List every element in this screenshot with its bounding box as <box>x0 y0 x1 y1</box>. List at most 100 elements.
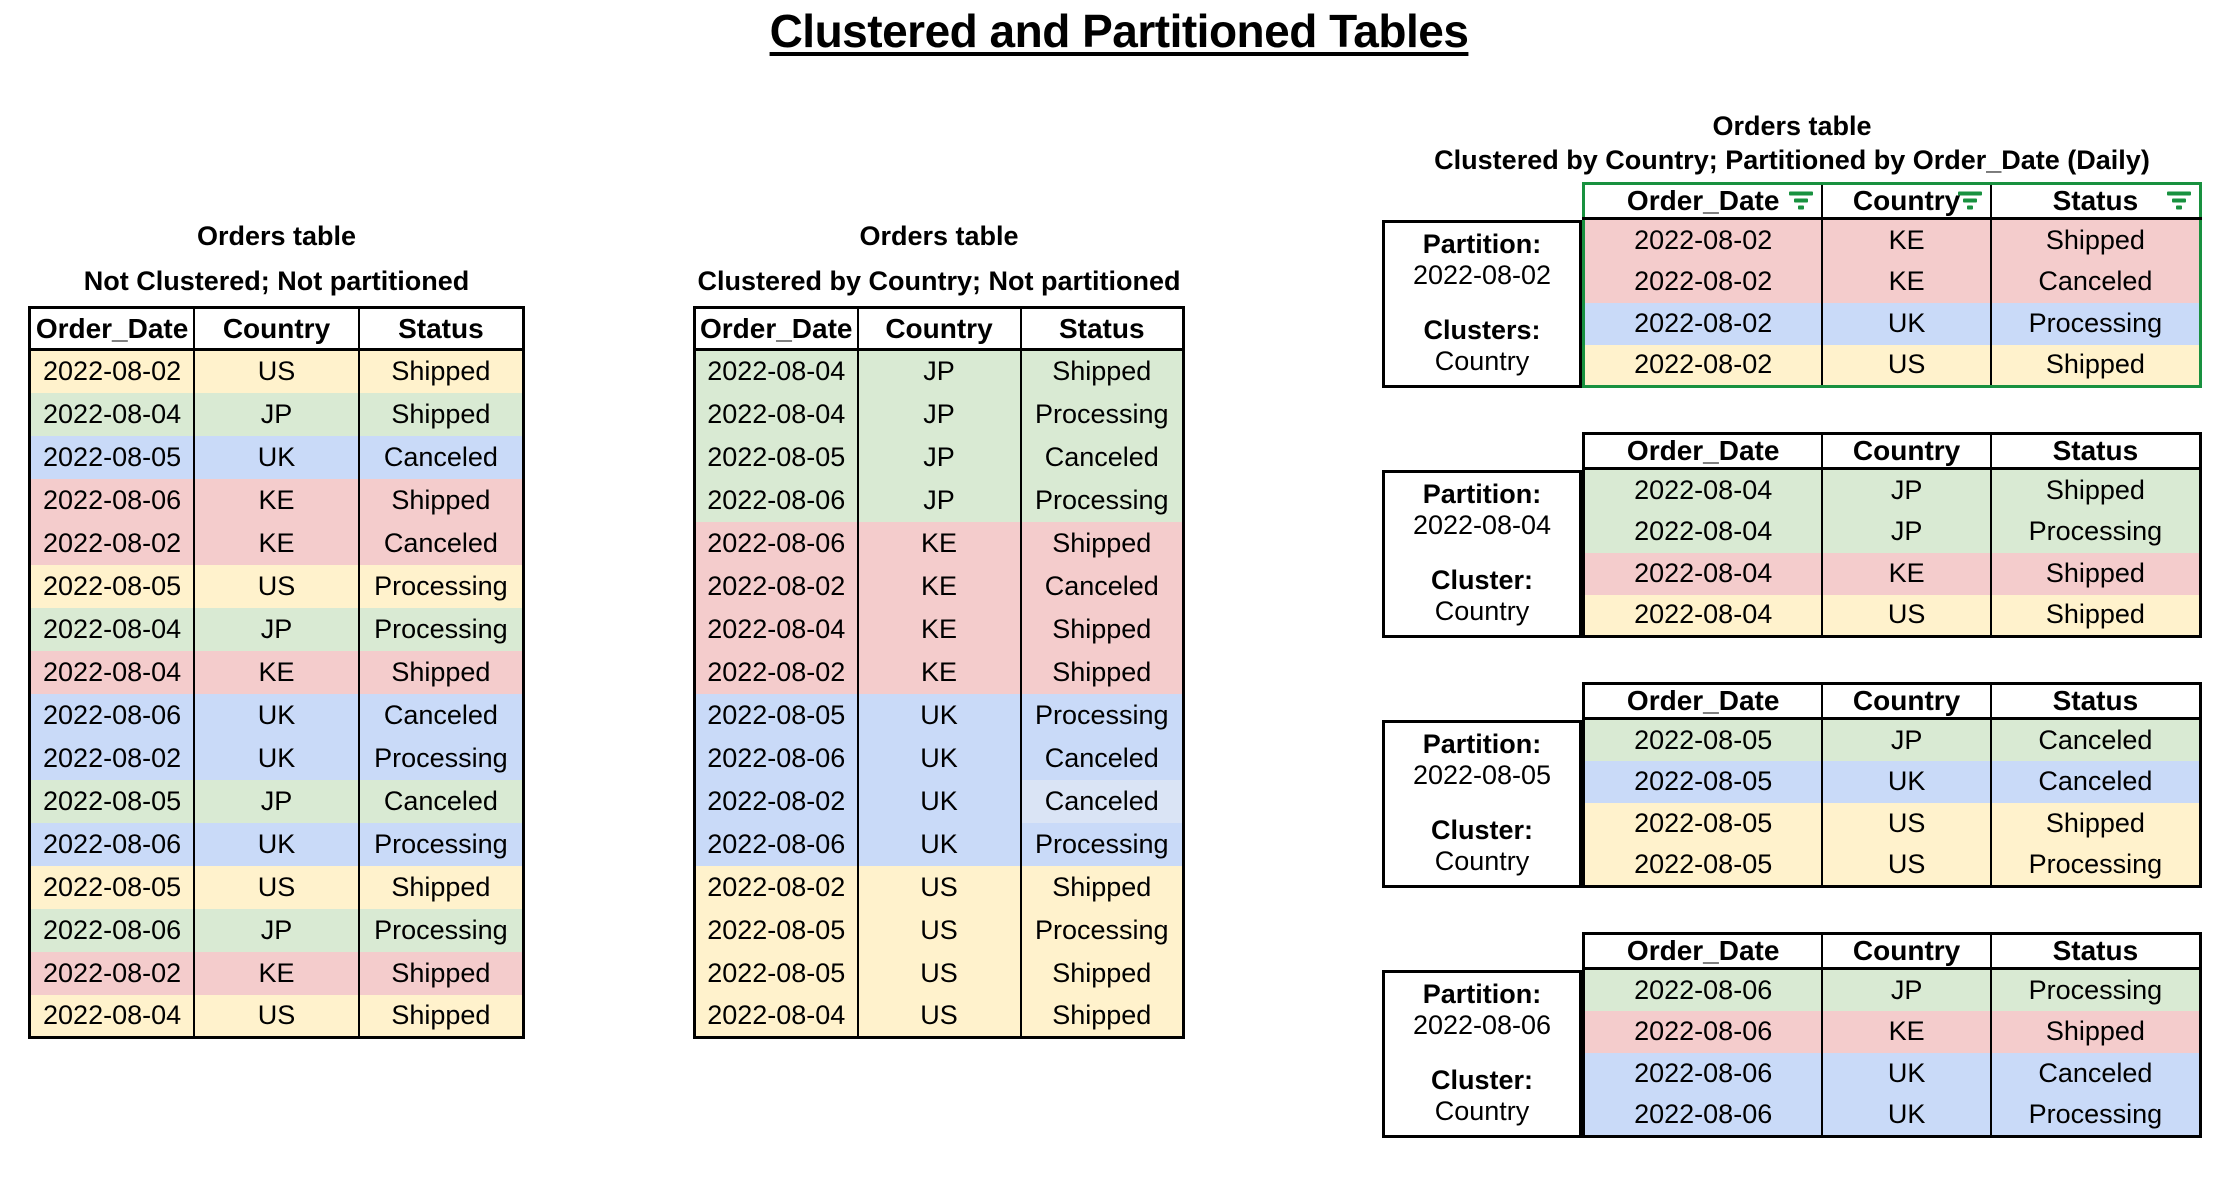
partition-value: 2022-08-04 <box>1412 510 1552 540</box>
status-cell: Shipped <box>1989 802 2202 845</box>
table-row: 2022-08-05 US Processing <box>693 908 1185 952</box>
order-date-cell: 2022-08-05 <box>1582 718 1824 761</box>
status-cell: Shipped <box>357 349 525 393</box>
country-cell: KE <box>856 607 1022 651</box>
partition-info-box: Partition: 2022-08-05 Cluster: Country <box>1382 720 1582 888</box>
status-cell: Shipped <box>357 478 525 522</box>
column-header-label: Country <box>1852 185 1961 216</box>
country-cell: JP <box>193 607 360 651</box>
orders-table-clustered: Order_Date Country Status 2022-08-04 JP Ship… <box>693 306 1185 1039</box>
status-cell: Processing <box>357 564 525 608</box>
table-row: 2022-08-02 US Shipped <box>28 349 525 393</box>
country-cell: UK <box>1821 760 1992 803</box>
column-header-order-date: Order_Date <box>1582 933 1824 970</box>
order-date-cell: 2022-08-06 <box>28 908 196 952</box>
status-cell: Canceled <box>1019 779 1185 823</box>
table-row: 2022-08-05 US Processing <box>1582 844 2202 887</box>
filter-icon[interactable] <box>1788 191 1814 211</box>
order-date-cell: 2022-08-06 <box>28 478 196 522</box>
cluster-label-block: Cluster: Country <box>1385 815 1579 877</box>
column-header-country: Country <box>1821 683 1992 720</box>
column-header-label: Country <box>1852 935 1961 966</box>
country-cell: US <box>193 349 360 393</box>
table-row: 2022-08-06 UK Canceled <box>1582 1052 2202 1095</box>
partition-value: 2022-08-02 <box>1412 260 1552 290</box>
country-cell: UK <box>193 693 360 737</box>
status-cell: Shipped <box>1019 521 1185 565</box>
table-title: Orders table <box>1712 111 1872 141</box>
table-header-row: Order_Date Country Status <box>1582 433 2202 470</box>
partition-group: Partition: 2022-08-02 Clusters: Country Orde… <box>1382 182 2202 388</box>
partition-groups: Partition: 2022-08-02 Clusters: Country Orde… <box>1382 182 2202 1138</box>
status-cell: Shipped <box>1989 594 2202 637</box>
status-cell: Shipped <box>357 951 525 995</box>
table-row: 2022-08-04 JP Shipped <box>28 392 525 436</box>
partition-table: Order_Date Country Status 2022-08-04 JP Shipp… <box>1582 432 2202 638</box>
order-date-cell: 2022-08-05 <box>28 435 196 479</box>
order-date-cell: 2022-08-04 <box>693 994 859 1038</box>
country-cell: US <box>193 865 360 909</box>
table-row: 2022-08-06 JP Processing <box>28 908 525 952</box>
status-cell: Canceled <box>357 521 525 565</box>
column-header-label: Status <box>2052 935 2139 966</box>
order-date-cell: 2022-08-05 <box>693 693 859 737</box>
order-date-cell: 2022-08-02 <box>1582 302 1824 345</box>
table-row: 2022-08-05 UK Canceled <box>28 435 525 479</box>
country-cell: KE <box>1821 260 1992 303</box>
partition-group: Partition: 2022-08-05 Cluster: Country Order… <box>1382 682 2202 888</box>
order-date-cell: 2022-08-02 <box>1582 344 1824 387</box>
country-cell: UK <box>856 822 1022 866</box>
country-cell: US <box>193 994 360 1038</box>
table-row: 2022-08-02 UK Processing <box>28 736 525 780</box>
partition-table: Order_Date Country Status 2022-08-05 JP Cance… <box>1582 682 2202 888</box>
filter-icon[interactable] <box>1957 191 1983 211</box>
table-row: 2022-08-06 UK Processing <box>1582 1094 2202 1137</box>
order-date-cell: 2022-08-06 <box>1582 1010 1824 1053</box>
table-row: 2022-08-04 JP Processing <box>28 607 525 651</box>
country-cell: KE <box>856 650 1022 694</box>
table-row: 2022-08-06 JP Processing <box>1582 968 2202 1011</box>
order-date-cell: 2022-08-06 <box>28 693 196 737</box>
country-cell: JP <box>856 435 1022 479</box>
column-header-status: Status <box>357 307 525 351</box>
order-date-cell: 2022-08-02 <box>693 564 859 608</box>
table-row: 2022-08-04 JP Shipped <box>1582 468 2202 511</box>
table-row: 2022-08-06 KE Shipped <box>28 478 525 522</box>
country-cell: US <box>1821 594 1992 637</box>
column-header-status: Status <box>1989 433 2202 470</box>
table-row: 2022-08-04 JP Shipped <box>693 349 1185 393</box>
column-header-label: Order_Date <box>699 312 853 344</box>
country-cell: KE <box>856 564 1022 608</box>
country-cell: KE <box>1821 218 1992 261</box>
partition-table: Order_Date Country Status 2022-08-06 JP Proce… <box>1582 932 2202 1138</box>
order-date-cell: 2022-08-05 <box>28 865 196 909</box>
table-row: 2022-08-02 KE Canceled <box>693 564 1185 608</box>
status-cell: Processing <box>1989 1094 2202 1137</box>
column-header-label: Country <box>1852 685 1961 716</box>
column-header-label: Order_Date <box>1626 435 1780 466</box>
cluster-value: Country <box>1434 346 1530 376</box>
country-cell: UK <box>1821 1094 1992 1137</box>
order-date-cell: 2022-08-05 <box>693 435 859 479</box>
order-date-cell: 2022-08-05 <box>1582 802 1824 845</box>
country-cell: KE <box>193 951 360 995</box>
status-cell: Canceled <box>357 693 525 737</box>
column-header-country: Country <box>856 307 1022 351</box>
order-date-cell: 2022-08-02 <box>28 736 196 780</box>
status-cell: Processing <box>357 822 525 866</box>
table-row: 2022-08-02 KE Canceled <box>1582 260 2202 303</box>
table-row: 2022-08-02 KE Shipped <box>693 650 1185 694</box>
filter-icon[interactable] <box>2166 191 2192 211</box>
column-header-label: Order_Date <box>1626 935 1780 966</box>
status-cell: Shipped <box>1989 468 2202 511</box>
order-date-cell: 2022-08-05 <box>1582 760 1824 803</box>
country-cell: JP <box>856 478 1022 522</box>
status-cell: Shipped <box>1989 552 2202 595</box>
status-cell: Processing <box>357 607 525 651</box>
table-row: 2022-08-02 US Shipped <box>1582 344 2202 387</box>
table-row: 2022-08-06 KE Shipped <box>693 521 1185 565</box>
order-date-cell: 2022-08-02 <box>1582 218 1824 261</box>
country-cell: US <box>1821 844 1992 887</box>
cluster-value: Country <box>1434 846 1530 876</box>
table-title: Orders table <box>859 221 1019 251</box>
